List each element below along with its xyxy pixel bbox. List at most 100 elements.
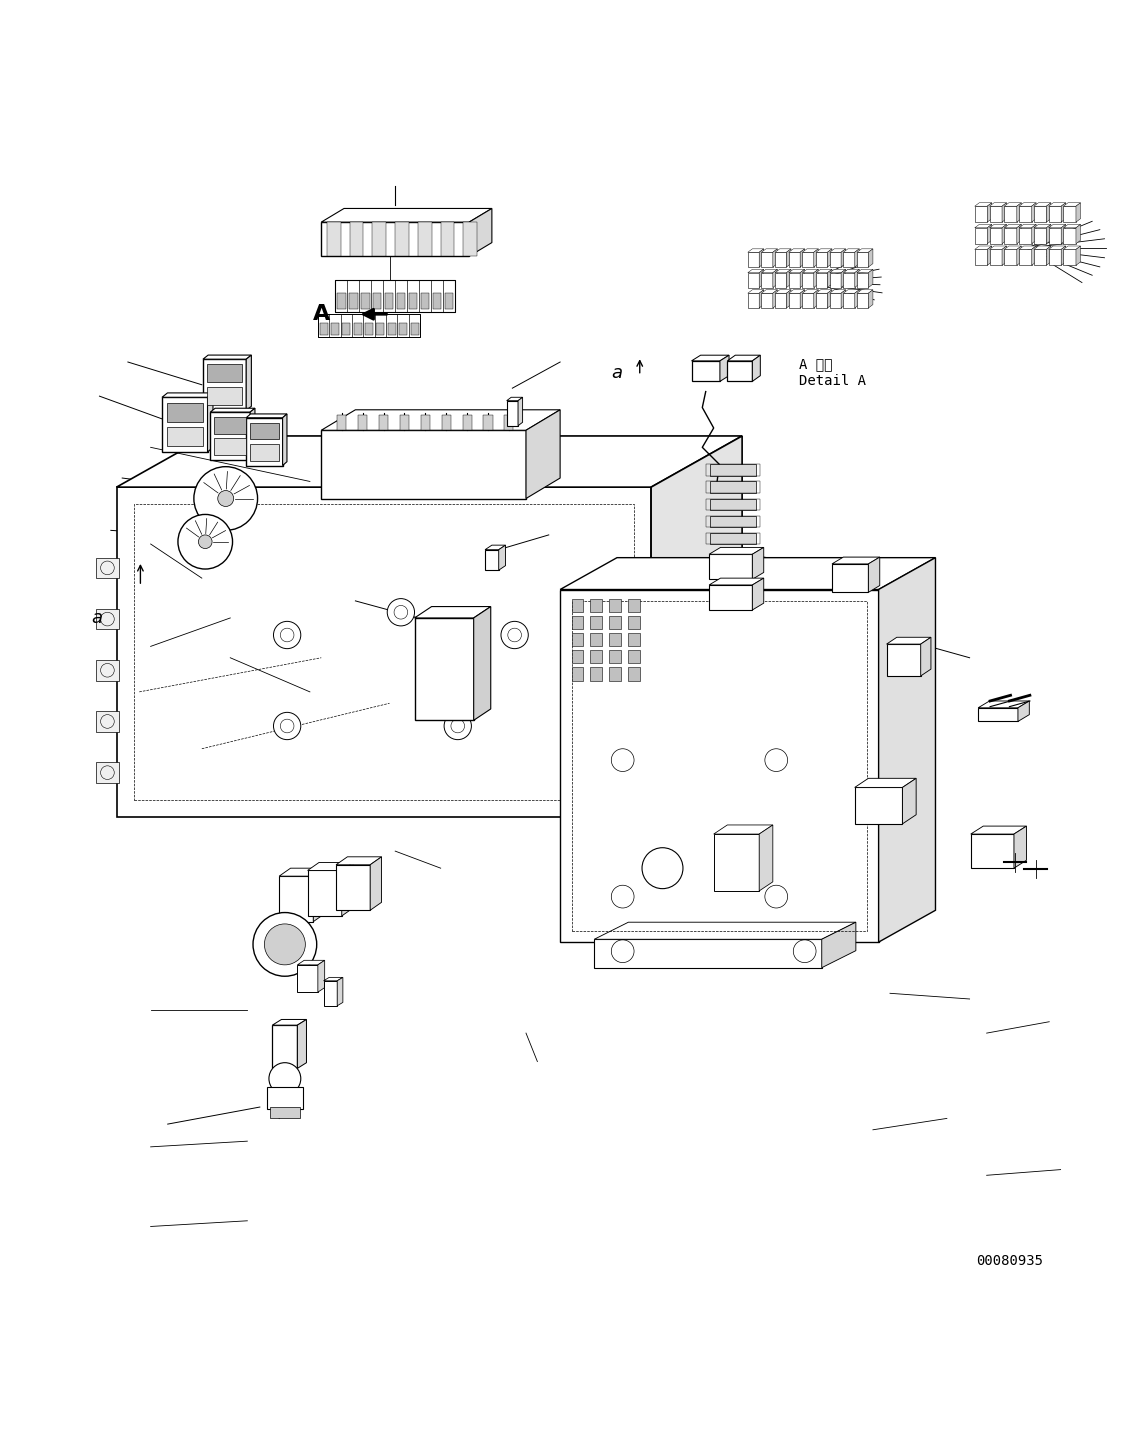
- Bar: [775, 293, 786, 308]
- Polygon shape: [1061, 245, 1065, 266]
- Bar: [710, 498, 756, 510]
- Bar: [857, 253, 869, 267]
- Polygon shape: [498, 544, 505, 571]
- Bar: [421, 293, 430, 309]
- Circle shape: [199, 534, 213, 549]
- Bar: [855, 787, 903, 823]
- Polygon shape: [1002, 203, 1007, 222]
- Bar: [975, 250, 988, 266]
- Bar: [297, 966, 318, 992]
- Bar: [373, 293, 382, 309]
- Polygon shape: [990, 203, 1007, 206]
- Bar: [415, 619, 473, 720]
- Polygon shape: [1002, 245, 1007, 266]
- Polygon shape: [526, 409, 560, 498]
- Polygon shape: [313, 868, 325, 922]
- Bar: [358, 415, 367, 430]
- Bar: [463, 415, 472, 430]
- Bar: [705, 482, 760, 492]
- Bar: [709, 555, 752, 579]
- Polygon shape: [990, 225, 1007, 228]
- Bar: [591, 650, 602, 664]
- Polygon shape: [272, 1019, 306, 1025]
- Bar: [421, 415, 430, 430]
- Polygon shape: [1061, 203, 1065, 222]
- Text: 00080935: 00080935: [976, 1253, 1042, 1268]
- Polygon shape: [990, 245, 1007, 250]
- Polygon shape: [814, 290, 818, 308]
- Polygon shape: [370, 857, 382, 910]
- Bar: [789, 273, 800, 287]
- Polygon shape: [518, 398, 522, 425]
- Bar: [629, 616, 640, 629]
- Bar: [1005, 206, 1017, 222]
- Polygon shape: [1017, 225, 1022, 244]
- Polygon shape: [210, 408, 255, 412]
- Polygon shape: [855, 248, 860, 267]
- Polygon shape: [203, 356, 251, 359]
- Bar: [353, 324, 361, 335]
- Bar: [250, 423, 279, 440]
- Bar: [350, 222, 363, 256]
- Polygon shape: [1048, 203, 1065, 206]
- Bar: [572, 601, 868, 931]
- Polygon shape: [773, 248, 777, 267]
- Bar: [591, 616, 602, 629]
- Polygon shape: [789, 248, 805, 253]
- Polygon shape: [761, 290, 777, 293]
- Bar: [117, 486, 652, 817]
- Polygon shape: [789, 290, 805, 293]
- Bar: [609, 616, 621, 629]
- Circle shape: [273, 713, 301, 739]
- Polygon shape: [727, 356, 760, 362]
- Bar: [342, 324, 350, 335]
- Bar: [320, 324, 328, 335]
- Polygon shape: [1032, 203, 1037, 222]
- Bar: [1005, 228, 1017, 244]
- Bar: [802, 273, 814, 287]
- Bar: [629, 650, 640, 664]
- Bar: [1034, 250, 1046, 266]
- Bar: [594, 939, 822, 967]
- Polygon shape: [841, 290, 846, 308]
- Polygon shape: [713, 825, 773, 833]
- Text: A 詳細
Detail A: A 詳細 Detail A: [799, 357, 866, 388]
- Bar: [830, 273, 841, 287]
- Bar: [329, 314, 341, 337]
- Bar: [1048, 228, 1061, 244]
- Polygon shape: [246, 356, 251, 411]
- Bar: [207, 388, 242, 405]
- Bar: [407, 280, 419, 312]
- Bar: [485, 550, 498, 571]
- Polygon shape: [752, 578, 764, 610]
- Polygon shape: [844, 290, 860, 293]
- Circle shape: [642, 848, 684, 889]
- Polygon shape: [828, 269, 832, 287]
- Bar: [399, 324, 407, 335]
- Polygon shape: [869, 558, 880, 592]
- Bar: [210, 412, 250, 460]
- Circle shape: [445, 713, 471, 739]
- Polygon shape: [828, 290, 832, 308]
- Bar: [1034, 206, 1046, 222]
- Polygon shape: [342, 862, 353, 916]
- Bar: [96, 762, 119, 783]
- Bar: [816, 293, 828, 308]
- Polygon shape: [855, 778, 917, 787]
- Polygon shape: [830, 290, 846, 293]
- Bar: [1020, 228, 1032, 244]
- Polygon shape: [297, 960, 325, 966]
- Bar: [705, 515, 760, 527]
- Bar: [710, 465, 756, 476]
- Polygon shape: [869, 269, 873, 287]
- Polygon shape: [775, 269, 791, 273]
- Polygon shape: [1002, 225, 1007, 244]
- Bar: [990, 228, 1002, 244]
- Bar: [250, 444, 279, 460]
- Polygon shape: [903, 778, 917, 823]
- Bar: [419, 280, 431, 312]
- Bar: [134, 504, 634, 800]
- Bar: [830, 253, 841, 267]
- Bar: [705, 533, 760, 544]
- Bar: [1048, 250, 1061, 266]
